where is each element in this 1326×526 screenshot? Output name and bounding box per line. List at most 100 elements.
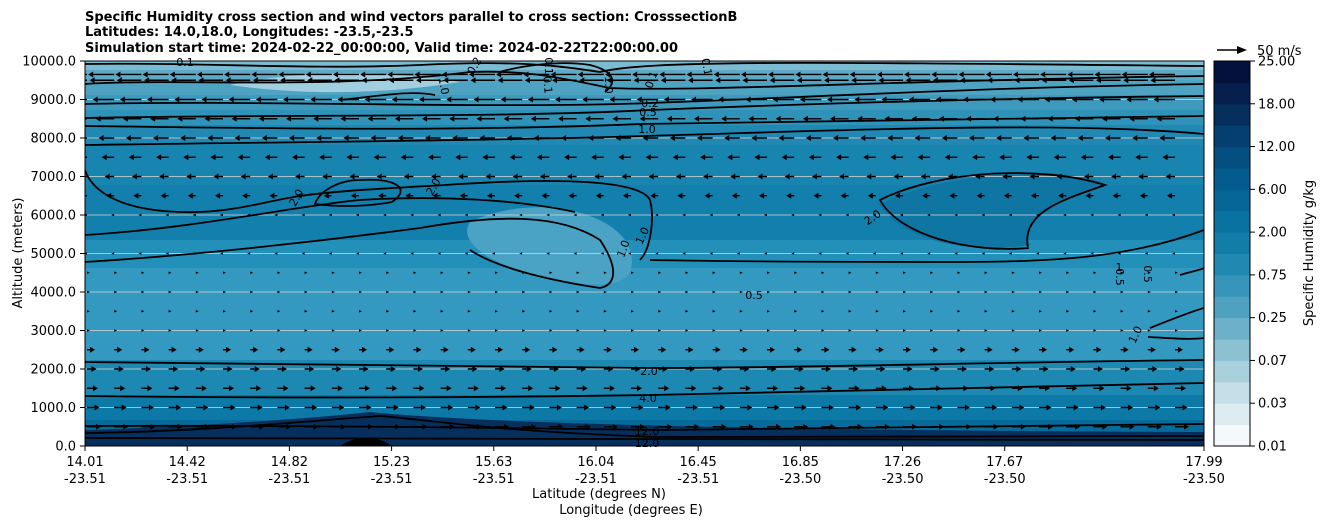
wind-arrow [908, 96, 931, 103]
contour-label: 0.1 [642, 69, 660, 90]
wind-arrow [467, 423, 482, 430]
wind-arrow [359, 346, 367, 353]
contour-label: 12.0 [635, 425, 660, 438]
wind-arrow [1159, 135, 1175, 141]
wind-arrow [1093, 346, 1102, 353]
wind-arrow [323, 192, 332, 199]
wind-arrow [561, 135, 577, 141]
wind-arrow [881, 96, 903, 103]
wind-arrow [984, 271, 988, 274]
wind-arrow [224, 71, 251, 78]
wind-arrow [1120, 385, 1132, 392]
colorbar-swatch [1214, 167, 1250, 190]
wind-arrow [579, 77, 604, 84]
wind-arrow [878, 77, 903, 84]
wind-arrow [884, 115, 903, 122]
wind-arrow [796, 77, 822, 84]
wind-arrow [645, 154, 659, 161]
colorbar-tick-label: 0.07 [1258, 354, 1287, 369]
wind-arrow [558, 115, 577, 122]
contour-label: 2.0 [640, 365, 658, 378]
wind-arrow [739, 271, 743, 274]
wind-arrow [1050, 135, 1067, 141]
wind-arrow [1175, 385, 1186, 392]
wind-arrow [524, 77, 550, 84]
wind-arrow [467, 366, 478, 372]
colorbar-swatch [1214, 403, 1250, 426]
colorbar-swatch [1214, 232, 1250, 254]
wind-arrow [794, 423, 809, 430]
plot-area [85, 61, 1204, 446]
wind-arrow [446, 96, 468, 103]
colorbar-tick-label: 0.01 [1258, 440, 1287, 455]
wind-vectors [85, 71, 1189, 430]
wind-arrow [168, 385, 180, 392]
wind-arrow [1066, 271, 1070, 274]
wind-arrow [283, 96, 305, 103]
wind-arrow [359, 385, 370, 392]
wind-arrow [1066, 385, 1078, 392]
wind-arrow [931, 71, 958, 78]
wind-arrow [742, 77, 767, 84]
wind-arrow [573, 252, 577, 255]
wind-arrow [305, 71, 332, 78]
wind-arrow [328, 213, 332, 217]
wind-arrow [469, 71, 495, 78]
wind-arrow [316, 135, 332, 141]
wind-arrow [204, 115, 223, 122]
wind-arrow [1011, 310, 1015, 313]
wind-arrow [685, 366, 695, 372]
wind-arrow [628, 252, 631, 255]
wind-arrow [794, 290, 798, 294]
wind-arrow [522, 404, 535, 411]
wind-arrow [549, 310, 553, 313]
wind-arrow [791, 252, 795, 255]
wind-arrow [296, 192, 305, 199]
wind-arrow [432, 192, 441, 199]
wind-arrow [459, 192, 468, 199]
wind-arrow [223, 329, 226, 332]
wind-arrow [141, 290, 145, 294]
wind-arrow [1147, 290, 1151, 294]
wind-arrow [405, 192, 414, 199]
wind-arrow [195, 271, 199, 274]
wind-arrow [1108, 154, 1121, 161]
wind-arrow [331, 366, 342, 372]
wind-arrow [786, 192, 795, 199]
wind-arrow [495, 404, 508, 411]
wind-arrow [497, 77, 523, 84]
wind-arrow [549, 404, 562, 411]
wind-arrow [250, 346, 259, 353]
wind-arrow [87, 366, 97, 372]
wind-arrow [269, 192, 278, 199]
wind-arrow [704, 192, 713, 199]
wind-arrow [495, 271, 498, 274]
wind-arrow [467, 271, 471, 274]
wind-arrow [195, 423, 210, 430]
wind-arrow [522, 290, 526, 294]
x-tick-label-longitude: -23.51 [166, 472, 208, 487]
colorbar-swatch [1214, 61, 1250, 83]
contour-line [85, 115, 1204, 130]
wind-arrow [169, 71, 196, 78]
wind-arrow [594, 173, 604, 180]
wind-arrow [331, 290, 335, 294]
wind-arrow [509, 154, 523, 161]
wind-arrow [359, 366, 369, 372]
wind-arrow [848, 271, 852, 274]
wind-arrow [304, 290, 308, 294]
colorbar-tick-label: 18.00 [1258, 97, 1295, 112]
x-tick-label-longitude: -23.50 [1183, 472, 1225, 487]
wind-arrow [223, 423, 237, 430]
wind-arrow [533, 135, 550, 141]
wind-arrow [304, 404, 318, 411]
wind-arrow [941, 135, 958, 141]
wind-arrow [1071, 96, 1094, 103]
wind-arrow [903, 271, 906, 274]
y-tick-label: 1000.0 [31, 401, 77, 416]
wind-arrow [648, 173, 659, 180]
wind-arrow [633, 77, 659, 84]
wind-arrow [1090, 252, 1094, 255]
wind-arrow [277, 423, 292, 430]
x-tick-label-latitude: 14.01 [66, 455, 103, 470]
